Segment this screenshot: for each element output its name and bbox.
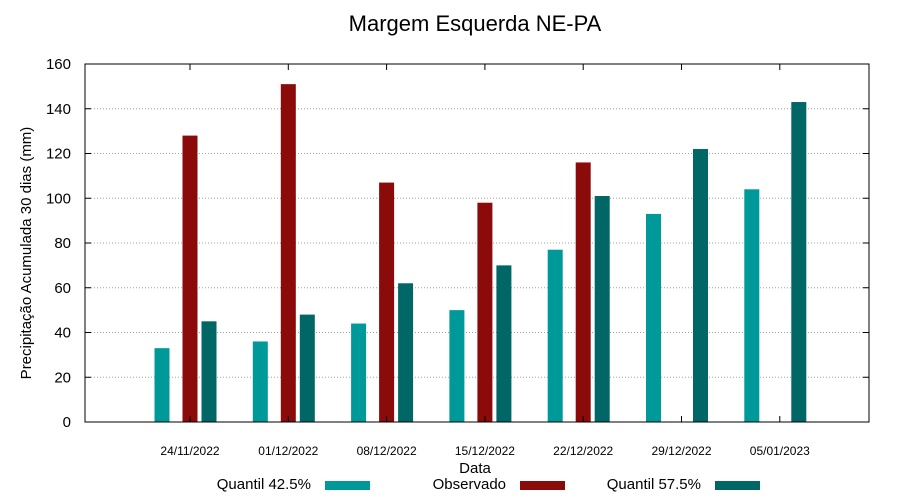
bar-quantil-57-5-6	[791, 102, 807, 422]
y-tick-label: 0	[63, 414, 71, 431]
legend-label: Quantil 42.5%	[217, 476, 311, 493]
bar-quantil-42-5-4	[547, 249, 563, 422]
x-tick-label: 15/12/2022	[455, 444, 515, 458]
bar-quantil-42-5-2	[351, 323, 367, 422]
y-tick-label: 40	[54, 325, 71, 342]
x-tick-label: 08/12/2022	[357, 444, 417, 458]
bar-quantil-57-5-4	[594, 196, 610, 422]
x-axis: 24/11/2022 01/12/2022 08/12/2022 15/12/2022…	[160, 64, 810, 458]
y-tick-label: 120	[46, 146, 71, 163]
legend-swatch	[715, 481, 760, 490]
legend: Quantil 42.5% Observado Quantil 57.5%	[217, 476, 760, 493]
bar-observado-4	[575, 162, 591, 422]
bar-observado-3	[477, 202, 493, 422]
y-tick-label: 80	[54, 235, 71, 252]
bar-quantil-42-5-3	[449, 310, 465, 422]
bar-observado-0	[182, 135, 198, 422]
y-tick-label: 160	[46, 56, 71, 73]
x-axis-label: Data	[459, 460, 491, 477]
y-axis-label: Precipitação Acumulada 30 dias (mm)	[18, 127, 35, 380]
x-tick-label: 05/01/2023	[750, 444, 810, 458]
legend-label: Observado	[433, 476, 506, 493]
bar-observado-1	[280, 84, 296, 422]
legend-label: Quantil 57.5%	[607, 476, 701, 493]
bar-quantil-57-5-5	[693, 149, 708, 422]
bar-quantil-57-5-1	[299, 314, 315, 422]
y-axis: 0 20 40 60 80 100 120 140 160	[46, 56, 869, 431]
bar-observado-2	[379, 182, 395, 422]
bars	[154, 84, 807, 422]
x-tick-label: 24/11/2022	[160, 444, 219, 458]
chart-title: Margem Esquerda NE-PA	[349, 11, 602, 36]
legend-swatch	[520, 481, 565, 490]
bar-quantil-42-5-5	[646, 213, 661, 422]
bar-quantil-57-5-2	[398, 283, 414, 422]
x-tick-label: 29/12/2022	[651, 444, 711, 458]
bar-quantil-42-5-0	[154, 348, 170, 422]
legend-swatch	[325, 481, 370, 490]
y-tick-label: 60	[54, 280, 71, 297]
y-tick-label: 20	[54, 369, 71, 386]
y-tick-label: 100	[46, 190, 71, 207]
bar-quantil-42-5-1	[252, 341, 268, 422]
bar-quantil-57-5-3	[496, 265, 512, 422]
bar-quantil-42-5-6	[744, 189, 760, 422]
x-tick-label: 01/12/2022	[258, 444, 318, 458]
bar-quantil-57-5-0	[201, 321, 217, 422]
x-tick-label: 22/12/2022	[553, 444, 613, 458]
y-tick-label: 140	[46, 101, 71, 118]
